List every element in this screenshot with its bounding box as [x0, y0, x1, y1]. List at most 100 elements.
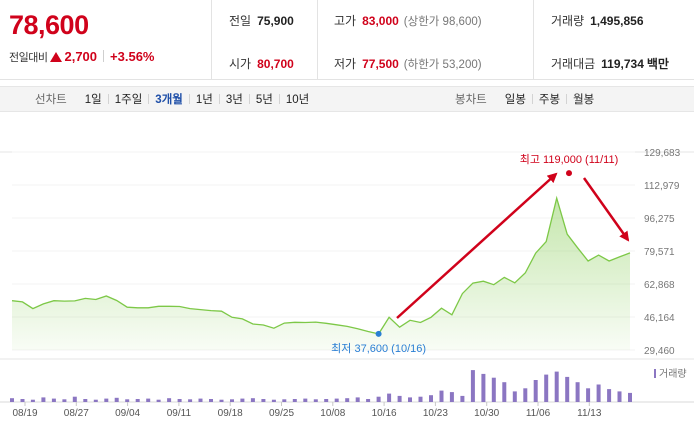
- x-tick-label: 09/25: [269, 408, 294, 419]
- lower-limit: (하한가 53,200): [403, 59, 482, 71]
- tab-line-0[interactable]: 1일: [84, 94, 102, 106]
- chart-tab-bar: 선차트 1일 1주일 3개월 1년 3년 5년 10년 봉차트 일봉 주봉 월봉: [0, 86, 694, 112]
- y-tick-label: 29,460: [644, 346, 675, 357]
- tab-line-5[interactable]: 5년: [255, 94, 273, 106]
- volume-bar: [93, 399, 98, 402]
- line-chart-tabs: 선차트 1일 1주일 3개월 1년 3년 5년 10년: [35, 87, 315, 111]
- y-tick-label: 62,868: [644, 280, 675, 291]
- volume-bar: [366, 399, 371, 402]
- x-tick-label: 10/16: [372, 408, 397, 419]
- stat-value: 77,500: [362, 57, 399, 71]
- volume-bar: [334, 398, 339, 402]
- tab-candle-1[interactable]: 주봉: [538, 94, 561, 106]
- high-annotation: 최고 119,000 (11/11): [520, 153, 619, 166]
- volume-bar: [177, 399, 182, 402]
- x-tick-label: 10/30: [474, 408, 499, 419]
- divider: [103, 50, 105, 62]
- volume-bar: [387, 393, 392, 402]
- stat-value: 83,000: [362, 14, 399, 28]
- volume-bar: [167, 398, 172, 402]
- x-tick-label: 10/08: [320, 408, 345, 419]
- y-tick-label: 79,571: [644, 247, 675, 258]
- volume-bar: [240, 398, 245, 402]
- volume-bar: [62, 399, 67, 402]
- volume-bar: [261, 399, 266, 402]
- stat-value: 80,700: [257, 57, 294, 71]
- volume-bar: [470, 370, 475, 402]
- high-marker: [566, 170, 572, 177]
- tab-line-1[interactable]: 1주일: [114, 94, 143, 106]
- stat-label: 거래대금: [551, 57, 596, 71]
- volume-bar: [282, 399, 287, 402]
- volume-bar: [586, 388, 591, 402]
- volume-bar: [418, 396, 423, 402]
- stat-column-high-low: 고가 83,000 (상한가 98,600) 저가 77,500 (하한가 53,200…: [318, 0, 534, 80]
- tab-line-3[interactable]: 1년: [195, 94, 213, 106]
- tab-divider: [148, 94, 150, 104]
- x-tick-label: 08/27: [64, 408, 89, 419]
- volume-bar: [313, 399, 318, 402]
- x-tick-label: 10/23: [423, 408, 448, 419]
- volume-bar: [230, 399, 234, 402]
- volume-bar: [156, 399, 161, 402]
- volume-bar: [292, 399, 297, 402]
- tab-divider: [188, 94, 190, 104]
- volume-bar: [271, 399, 276, 402]
- x-tick-label: 09/11: [167, 408, 192, 419]
- volume-bar: [429, 395, 433, 402]
- x-tick-label: 09/04: [115, 408, 140, 419]
- volume-bar: [209, 399, 213, 402]
- tab-candle-2[interactable]: 월봉: [573, 94, 595, 106]
- change-rate: +3.56%: [110, 49, 155, 64]
- low-annotation: 최저 37,600 (10/16): [331, 342, 426, 355]
- volume-bar: [575, 382, 580, 402]
- volume-bar: [219, 399, 224, 402]
- stat-open: 시가 80,700: [229, 55, 294, 72]
- volume-bar: [523, 388, 528, 402]
- stat-column-prev-open: 전일 75,900 시가 80,700: [213, 0, 318, 80]
- stat-value: 1,495,856: [590, 14, 644, 28]
- tab-divider: [218, 94, 220, 104]
- volume-bar: [491, 377, 496, 402]
- y-tick-label: 96,275: [644, 214, 675, 225]
- low-marker: [375, 330, 382, 337]
- price-summary: 78,600 전일대비 2,700 +3.56% 전일 75,900 시가 80,700…: [0, 0, 694, 80]
- volume-legend-label: 거래량: [659, 368, 687, 380]
- stat-amount: 거래대금 119,734 백만: [551, 55, 669, 72]
- volume-bar: [544, 374, 549, 402]
- volume-bar: [502, 382, 507, 402]
- change-label: 전일대비: [9, 52, 48, 64]
- tab-divider: [107, 94, 109, 104]
- volume-legend-swatch: [654, 369, 656, 378]
- volume-bar: [554, 371, 559, 402]
- stat-low: 저가 77,500 (하한가 53,200): [334, 55, 482, 72]
- line-chart-title: 선차트: [35, 94, 67, 106]
- stat-label: 시가: [229, 57, 252, 71]
- volume-bar: [135, 399, 140, 402]
- up-triangle-icon: [50, 52, 63, 62]
- downtrend-arrow: [582, 177, 630, 242]
- volume-bar: [188, 399, 193, 402]
- tab-divider: [566, 94, 568, 104]
- x-tick-label: 11/13: [577, 408, 602, 419]
- price-chart-svg: 129,683 112,979 96,275 79,571 62,868 46,164 29…: [0, 148, 694, 419]
- tab-line-4[interactable]: 3년: [225, 94, 243, 106]
- stat-column-volume: 거래량 1,495,856 거래대금 119,734 백만: [535, 0, 694, 80]
- stat-label: 저가: [334, 57, 357, 71]
- volume-bar: [51, 398, 56, 402]
- stat-label: 거래량: [551, 14, 585, 28]
- uptrend-arrow: [396, 172, 558, 319]
- x-tick-label: 08/19: [12, 408, 37, 419]
- volume-bar: [198, 398, 203, 402]
- price-line: [11, 195, 631, 335]
- volume-bar: [250, 398, 255, 402]
- volume-bar: [355, 397, 360, 402]
- volume-bar: [41, 397, 46, 402]
- tab-candle-0[interactable]: 일봉: [504, 94, 526, 106]
- tab-line-6[interactable]: 10년: [285, 94, 310, 106]
- stat-prev-close: 전일 75,900: [229, 12, 294, 29]
- tab-line-2[interactable]: 3개월: [155, 94, 183, 106]
- volume-bar: [460, 395, 465, 402]
- volume-bar: [533, 380, 538, 402]
- volume-bar: [628, 392, 632, 402]
